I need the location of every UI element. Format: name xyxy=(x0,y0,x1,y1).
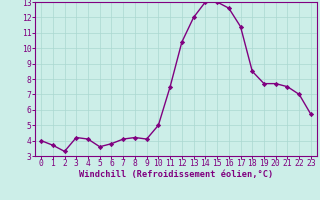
X-axis label: Windchill (Refroidissement éolien,°C): Windchill (Refroidissement éolien,°C) xyxy=(79,170,273,179)
